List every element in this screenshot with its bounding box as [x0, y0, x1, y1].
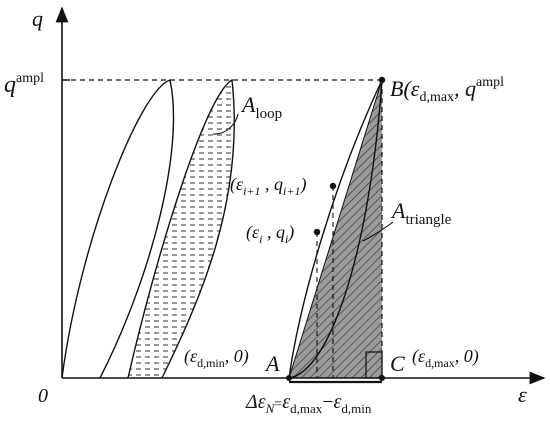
- triangle-area-label: Atriangle: [390, 198, 452, 228]
- loop-area-fill: [128, 80, 235, 378]
- triangle-leader: [362, 221, 394, 242]
- point-i-label: (εi , qi): [246, 222, 294, 246]
- point-a-label: A: [264, 351, 280, 376]
- right-angle-marker: [365, 351, 383, 379]
- point-i: [313, 228, 321, 236]
- point-c: [379, 375, 385, 381]
- point-b-label: B(εd,max, qampl: [390, 75, 504, 105]
- point-i1-label: (εi+1 , qi+1): [230, 174, 306, 198]
- delta-epsilon-formula: ΔεN=εd,max−εd,min: [245, 391, 372, 416]
- coord-min-label: (εd,min, 0): [184, 346, 249, 370]
- loop-area-label: Aloop: [240, 92, 282, 122]
- epsilon-axis-label: ε: [518, 382, 527, 407]
- coord-max-label: (εd,max, 0): [412, 346, 479, 370]
- final-loop-upper-curve: [288, 79, 383, 379]
- first-loop-curve: [61, 79, 175, 379]
- point-a: [286, 375, 292, 381]
- second-loop-curve: [127, 78, 235, 379]
- loop-leader: [212, 113, 239, 135]
- point-b: [378, 76, 386, 84]
- q-axis-label: q: [32, 6, 43, 31]
- point-c-label: C: [390, 351, 405, 376]
- q-ampl-label: qampl: [4, 71, 44, 98]
- triangle-hypotenuse: [288, 79, 383, 379]
- final-loop-lower-curve: [288, 79, 383, 379]
- point-i1: [329, 182, 337, 190]
- origin-label: 0: [38, 385, 48, 407]
